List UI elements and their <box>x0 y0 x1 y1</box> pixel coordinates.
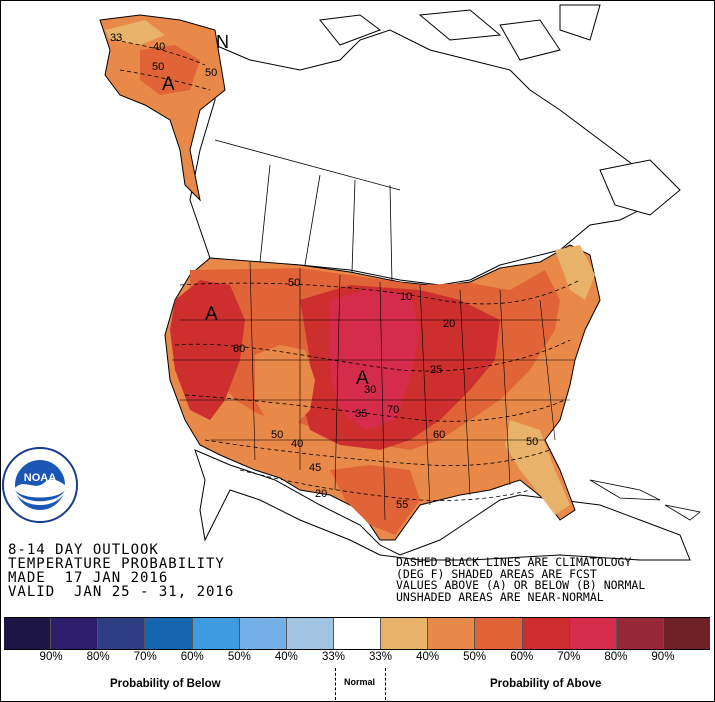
alaska-label-50a: 50 <box>152 61 164 73</box>
legend-caption-normal: Normal <box>344 677 376 687</box>
legend-swatch <box>239 618 287 649</box>
region-40-southeast <box>505 420 570 515</box>
contour-label-60-east: 60 <box>433 429 445 441</box>
legend-swatch <box>381 618 429 649</box>
contour-label-55-tx: 55 <box>396 499 408 511</box>
title-line-2: TEMPERATURE PROBABILITY <box>8 556 225 572</box>
legend-label: 33% <box>321 651 345 663</box>
note-line-2: (DEG F) SHADED AREAS ARE FCST <box>396 566 597 581</box>
legend-swatch <box>616 618 664 649</box>
note-line-3: VALUES ABOVE (A) OR BELOW (B) NORMAL <box>396 578 646 592</box>
contour-label-40-sw: 40 <box>291 438 303 450</box>
contour-label-35-plains: 35 <box>355 408 367 420</box>
legend-swatch <box>522 618 570 649</box>
title-line-1: 8-14 DAY OUTLOOK <box>8 542 159 558</box>
legend-swatch <box>333 618 382 649</box>
province-lines <box>214 139 401 284</box>
noaa-logo: NOAA <box>2 447 78 523</box>
region-70 <box>330 288 420 430</box>
legend-label: 80% <box>86 651 110 663</box>
legend-label: 40% <box>274 651 298 663</box>
legend-label: 90% <box>39 651 63 663</box>
region-40-northeast <box>555 245 595 300</box>
legend-label: 50% <box>227 651 251 663</box>
legend-caption-above: Probability of Above <box>490 678 602 690</box>
climatology-lines <box>114 39 581 501</box>
legend-label: 70% <box>133 651 157 663</box>
legend-swatch <box>98 618 146 649</box>
caribbean-islands <box>589 479 701 521</box>
alaska-label-40: 40 <box>153 41 165 53</box>
legend-color-bar <box>4 617 711 650</box>
contour-label-45-sw: 45 <box>309 462 321 474</box>
contour-label-30-plains: 30 <box>364 384 376 396</box>
legend-label: 90% <box>651 651 675 663</box>
state-lines <box>172 261 575 521</box>
legend-label: 50% <box>463 651 487 663</box>
contour-label-50-north: 50 <box>288 277 300 289</box>
legend-divider-left <box>335 668 336 700</box>
legend-swatch <box>475 618 523 649</box>
legend-swatch <box>51 618 99 649</box>
contour-label-60-west: 60 <box>233 343 245 355</box>
legend-swatch <box>569 618 617 649</box>
contour-label-50-se: 50 <box>526 436 538 448</box>
region-60-west <box>170 280 245 420</box>
legend-swatch <box>428 618 476 649</box>
contour-label-20-lakes: 20 <box>443 318 455 330</box>
outlook-map: 40 50 50 33 A N A A 50 60 50 40 45 20 55… <box>2 4 701 561</box>
contour-label-70-plains: 70 <box>387 404 399 416</box>
contour-label-10-north: 10 <box>400 291 412 303</box>
legend-label: 40% <box>416 651 440 663</box>
alaska-above-marker: A <box>162 74 175 95</box>
outlook-title-block: 8-14 DAY OUTLOOK TEMPERATURE PROBABILITY… <box>8 543 234 599</box>
legend-label: 70% <box>557 651 581 663</box>
alaska-label-50b: 50 <box>205 67 217 79</box>
canada-land <box>189 4 681 286</box>
legend-swatch <box>4 618 52 649</box>
title-line-4: VALID JAN 25 - 31, 2016 <box>8 584 235 600</box>
legend-caption-below: Probability of Below <box>110 678 221 690</box>
title-line-3: MADE 17 JAN 2016 <box>8 570 169 586</box>
alaska-label-33: 33 <box>110 32 122 44</box>
contour-label-50-sw: 50 <box>271 429 283 441</box>
legend-label: 80% <box>604 651 628 663</box>
legend-divider-right <box>385 668 386 700</box>
plains-above-marker: A <box>356 368 369 389</box>
legend-swatch <box>145 618 193 649</box>
contour-label-25-lakes: 25 <box>430 364 442 376</box>
legend-swatch <box>286 618 334 649</box>
legend-swatch <box>663 618 711 649</box>
legend-label: 60% <box>510 651 534 663</box>
legend-label: 60% <box>180 651 204 663</box>
legend-swatch <box>192 618 240 649</box>
note-line-4: UNSHADED AREAS ARE NEAR-NORMAL <box>396 589 604 604</box>
noaa-logo-text: NOAA <box>24 472 56 484</box>
contour-label-20-south: 20 <box>315 488 327 500</box>
legend-label: 33% <box>369 651 393 663</box>
region-50-texas <box>330 465 420 535</box>
note-line-1: DASHED BLACK LINES ARE CLIMATOLOGY <box>396 555 632 569</box>
mexico-land <box>194 449 691 561</box>
north-marker: N <box>216 32 229 52</box>
climatology-note: DASHED BLACK LINES ARE CLIMATOLOGY (DEG … <box>396 555 646 604</box>
west-above-marker: A <box>205 304 218 325</box>
